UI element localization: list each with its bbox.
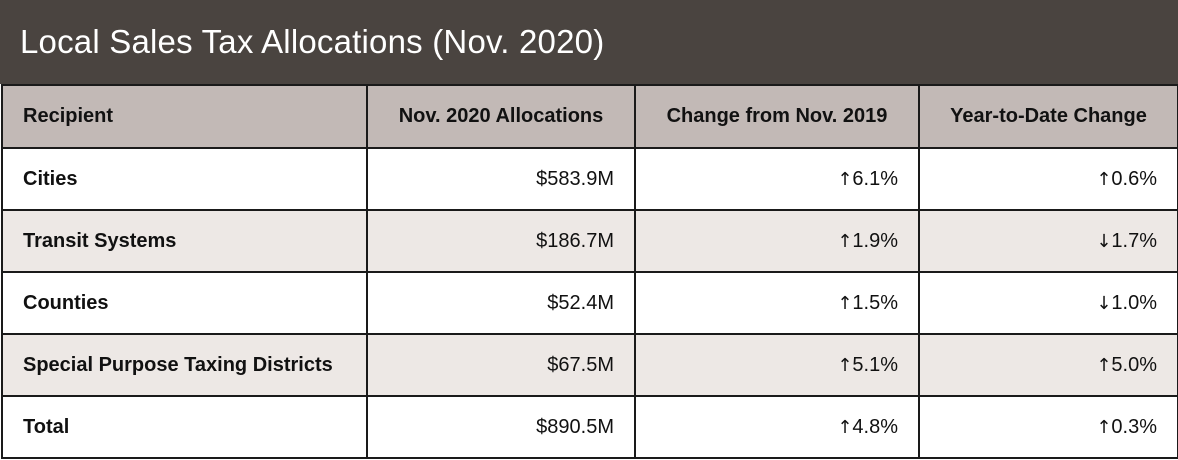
trend-arrow-icon: ↑ — [837, 416, 853, 438]
table-row: Transit Systems $186.7M ↑1.9% ↓1.7% — [1, 209, 1178, 273]
trend-arrow-icon: ↑ — [837, 230, 853, 252]
change-cell: ↑4.8% — [634, 395, 920, 459]
change-cell: ↑5.1% — [634, 333, 920, 397]
trend-arrow-icon: ↑ — [837, 354, 853, 376]
ytd-change-cell: ↑5.0% — [918, 333, 1178, 397]
change-value: 1.5% — [852, 291, 898, 314]
column-header-ytd-change: Year-to-Date Change — [918, 84, 1178, 149]
ytd-change-value: 0.3% — [1111, 415, 1157, 438]
change-value: 1.9% — [852, 229, 898, 252]
trend-arrow-icon: ↑ — [1096, 354, 1112, 376]
table-row: Special Purpose Taxing Districts $67.5M … — [1, 333, 1178, 397]
allocations-table: Recipient Nov. 2020 Allocations Change f… — [1, 84, 1178, 459]
change-cell: ↑1.9% — [634, 209, 920, 273]
ytd-change-value: 1.7% — [1111, 229, 1157, 252]
change-cell: ↑1.5% — [634, 271, 920, 335]
allocation-cell: $67.5M — [366, 333, 636, 397]
recipient-cell: Cities — [1, 147, 368, 211]
trend-arrow-icon: ↑ — [837, 168, 853, 190]
ytd-change-value: 0.6% — [1111, 167, 1157, 190]
trend-arrow-icon: ↑ — [1096, 168, 1112, 190]
column-header-change: Change from Nov. 2019 — [634, 84, 920, 149]
ytd-change-value: 1.0% — [1111, 291, 1157, 314]
table-row-total: Total $890.5M ↑4.8% ↑0.3% — [1, 395, 1178, 459]
column-header-recipient: Recipient — [1, 84, 368, 149]
table-row: Cities $583.9M ↑6.1% ↑0.6% — [1, 147, 1178, 211]
table-header-row: Recipient Nov. 2020 Allocations Change f… — [1, 84, 1178, 149]
allocation-cell: $186.7M — [366, 209, 636, 273]
recipient-cell: Counties — [1, 271, 368, 335]
table-row: Counties $52.4M ↑1.5% ↓1.0% — [1, 271, 1178, 335]
title-bar: Local Sales Tax Allocations (Nov. 2020) — [0, 0, 1178, 84]
allocation-cell: $583.9M — [366, 147, 636, 211]
recipient-cell: Special Purpose Taxing Districts — [1, 333, 368, 397]
column-header-allocations: Nov. 2020 Allocations — [366, 84, 636, 149]
change-value: 5.1% — [852, 353, 898, 376]
trend-arrow-icon: ↓ — [1096, 292, 1112, 314]
ytd-change-value: 5.0% — [1111, 353, 1157, 376]
ytd-change-cell: ↓1.7% — [918, 209, 1178, 273]
trend-arrow-icon: ↑ — [837, 292, 853, 314]
page-title: Local Sales Tax Allocations (Nov. 2020) — [20, 23, 605, 60]
trend-arrow-icon: ↓ — [1096, 230, 1112, 252]
change-value: 4.8% — [852, 415, 898, 438]
ytd-change-cell: ↑0.6% — [918, 147, 1178, 211]
allocation-cell: $52.4M — [366, 271, 636, 335]
allocation-cell: $890.5M — [366, 395, 636, 459]
recipient-cell: Total — [1, 395, 368, 459]
ytd-change-cell: ↓1.0% — [918, 271, 1178, 335]
trend-arrow-icon: ↑ — [1096, 416, 1112, 438]
change-value: 6.1% — [852, 167, 898, 190]
change-cell: ↑6.1% — [634, 147, 920, 211]
recipient-cell: Transit Systems — [1, 209, 368, 273]
ytd-change-cell: ↑0.3% — [918, 395, 1178, 459]
